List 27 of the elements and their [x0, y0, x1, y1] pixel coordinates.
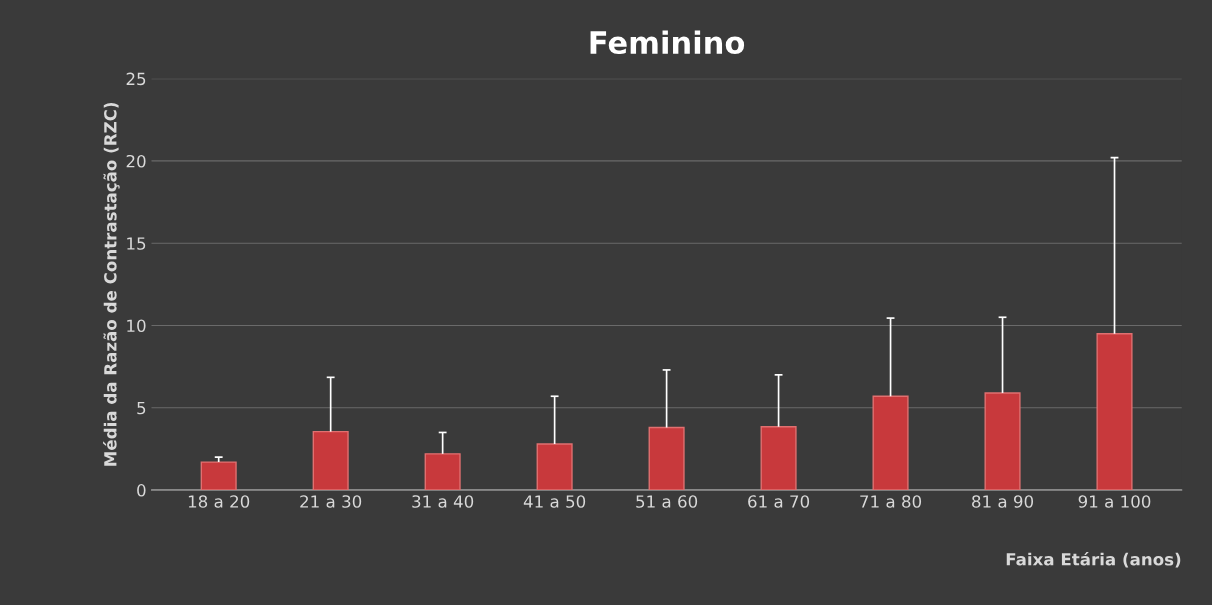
y-tick-label: 15	[127, 237, 146, 250]
bar	[424, 453, 461, 491]
y-tick-label: 20	[126, 154, 146, 168]
x-tick-label: 71 a 80	[860, 495, 922, 508]
x-tick-label: 41 a 50	[523, 495, 586, 508]
bar	[1096, 333, 1133, 491]
y-axis-title: Média da Razão de Contrastação (RZC)	[103, 102, 120, 466]
x-tick-label: 51 a 60	[636, 495, 698, 508]
chart-title: Feminino	[590, 30, 745, 55]
x-axis-title: Faixa Etária (anos)	[1006, 552, 1181, 568]
y-tick-label: 5	[137, 401, 146, 415]
y-tick-label: 25	[126, 72, 146, 86]
bar	[200, 461, 237, 491]
y-tick-label: 0	[137, 484, 146, 497]
bar	[872, 395, 909, 491]
bar	[760, 425, 797, 491]
bar	[648, 426, 685, 491]
bar	[312, 430, 349, 491]
x-tick-label: 31 a 40	[412, 495, 474, 508]
x-tick-label: 81 a 90	[972, 495, 1034, 508]
x-tick-label: 61 a 70	[748, 495, 810, 508]
x-tick-label: 91 a 100	[1078, 495, 1151, 508]
bar	[984, 392, 1021, 491]
y-tick-label: 10	[127, 319, 146, 333]
x-tick-label: 21 a 30	[300, 495, 362, 508]
x-tick-label: 18 a 20	[188, 495, 250, 508]
bar	[536, 443, 573, 491]
